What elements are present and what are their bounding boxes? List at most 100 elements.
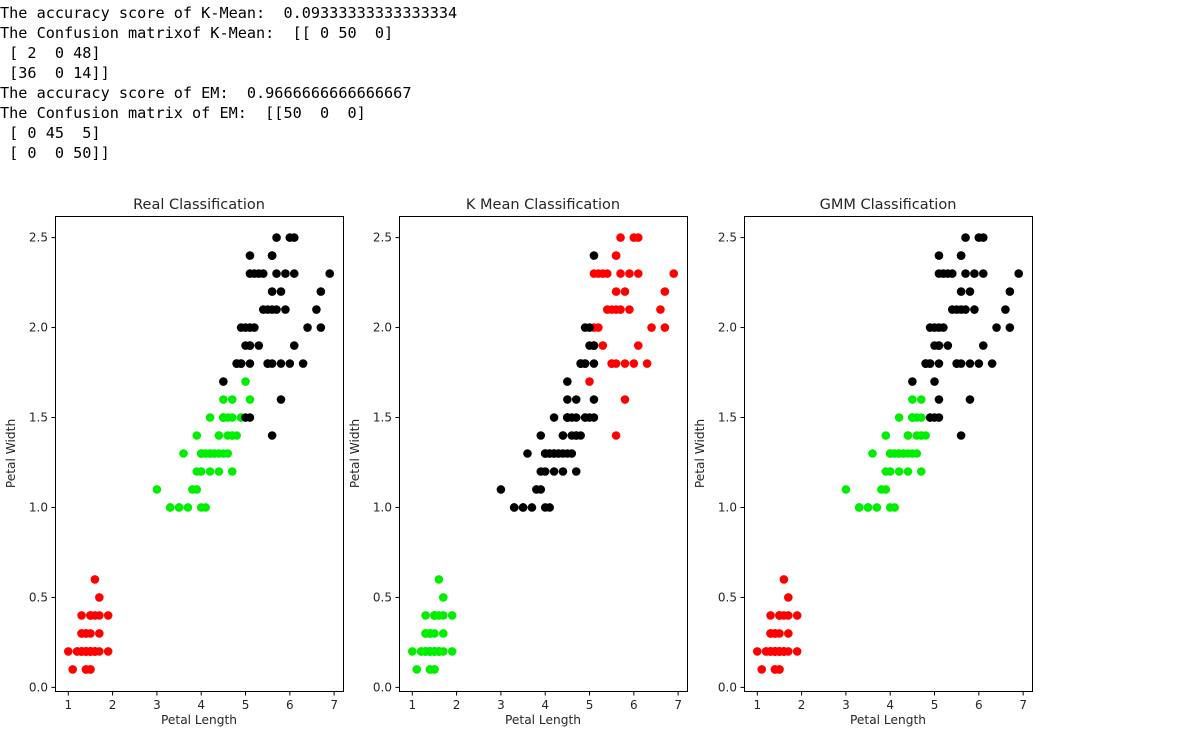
data-point xyxy=(245,251,255,260)
data-point xyxy=(77,611,86,620)
axes-frame xyxy=(744,216,1033,692)
data-point xyxy=(585,341,594,350)
data-point xyxy=(660,323,670,332)
data-point xyxy=(625,305,634,314)
data-point xyxy=(439,593,448,602)
data-points xyxy=(752,233,1024,674)
data-point xyxy=(258,305,268,314)
data-point xyxy=(545,449,554,458)
x-tick-label: 4 xyxy=(197,698,205,712)
console-line: [ 0 0 50]] xyxy=(0,144,110,162)
y-tick-label: 1.5 xyxy=(29,411,48,425)
data-point xyxy=(267,431,277,440)
data-point xyxy=(245,395,255,404)
data-point xyxy=(965,287,975,296)
data-point xyxy=(921,359,930,368)
data-point xyxy=(585,377,594,386)
data-point xyxy=(232,431,241,440)
x-tick-label: 1 xyxy=(753,698,761,712)
data-point xyxy=(563,395,572,404)
data-point xyxy=(241,377,250,386)
data-point xyxy=(589,359,599,368)
data-point xyxy=(992,323,1001,332)
data-point xyxy=(894,467,904,476)
data-point xyxy=(616,233,625,242)
data-point xyxy=(660,287,670,296)
data-point xyxy=(576,359,585,368)
y-tick-label: 2.0 xyxy=(29,321,48,335)
data-point xyxy=(63,647,73,656)
data-point xyxy=(558,431,568,440)
data-point xyxy=(633,341,643,350)
data-point xyxy=(563,413,572,422)
data-point xyxy=(934,413,944,422)
console-line: [ 2 0 48] xyxy=(0,44,101,62)
data-point xyxy=(770,629,780,638)
data-point xyxy=(956,287,966,296)
data-point xyxy=(509,503,519,512)
data-point xyxy=(642,359,652,368)
data-point xyxy=(656,305,665,314)
data-point xyxy=(974,359,984,368)
subplot-real-classification: Real Classification 1 2 3 4 5 6 7 0.0 0.5 1.0 1.5 2.… xyxy=(4,197,344,727)
x-tick-label: 5 xyxy=(242,698,250,712)
data-point xyxy=(669,269,679,278)
x-tick-label: 1 xyxy=(408,698,416,712)
data-point xyxy=(527,503,537,512)
data-point xyxy=(267,251,277,260)
x-tick-label: 4 xyxy=(886,698,894,712)
data-point xyxy=(439,629,448,638)
chart-title: GMM Classification xyxy=(820,197,957,213)
data-point xyxy=(908,413,917,422)
axes-frame xyxy=(399,216,688,692)
data-point xyxy=(961,269,970,278)
data-point xyxy=(196,467,206,476)
data-point xyxy=(872,503,882,512)
data-point xyxy=(961,233,970,242)
x-axis-label: Petal Length xyxy=(161,713,237,727)
data-point xyxy=(956,431,966,440)
data-point xyxy=(970,269,979,278)
data-point xyxy=(434,575,444,584)
data-point xyxy=(532,485,541,494)
data-point xyxy=(589,251,599,260)
data-point xyxy=(81,665,91,674)
data-point xyxy=(276,287,286,296)
data-point xyxy=(236,323,246,332)
data-point xyxy=(232,359,241,368)
data-point xyxy=(152,485,162,494)
data-point xyxy=(952,359,961,368)
data-point xyxy=(430,611,439,620)
data-point xyxy=(201,449,210,458)
data-point xyxy=(258,269,268,278)
data-point xyxy=(576,431,585,440)
y-tick-label: 2.5 xyxy=(718,231,737,245)
data-point xyxy=(930,377,939,386)
data-point xyxy=(571,413,581,422)
data-point xyxy=(95,593,104,602)
console-line: [ 0 45 5] xyxy=(0,124,101,142)
x-tick-label: 2 xyxy=(453,698,461,712)
data-point xyxy=(912,431,922,440)
data-point xyxy=(939,269,948,278)
data-point xyxy=(250,323,259,332)
data-point xyxy=(934,359,944,368)
y-axis-label: Petal Width xyxy=(348,419,362,488)
y-tick-label: 0.0 xyxy=(29,680,48,694)
y-tick-label: 1.0 xyxy=(718,500,737,514)
data-point xyxy=(934,251,944,260)
data-point xyxy=(250,269,259,278)
data-point xyxy=(908,377,917,386)
data-point xyxy=(554,449,563,458)
data-point xyxy=(647,323,656,332)
data-point xyxy=(425,665,435,674)
data-point xyxy=(192,431,202,440)
x-tick-label: 6 xyxy=(630,698,638,712)
data-point xyxy=(589,395,599,404)
data-point xyxy=(611,431,621,440)
data-point xyxy=(223,431,233,440)
data-point xyxy=(523,449,532,458)
y-tick-label: 2.5 xyxy=(29,231,48,245)
x-tick-label: 7 xyxy=(330,698,338,712)
